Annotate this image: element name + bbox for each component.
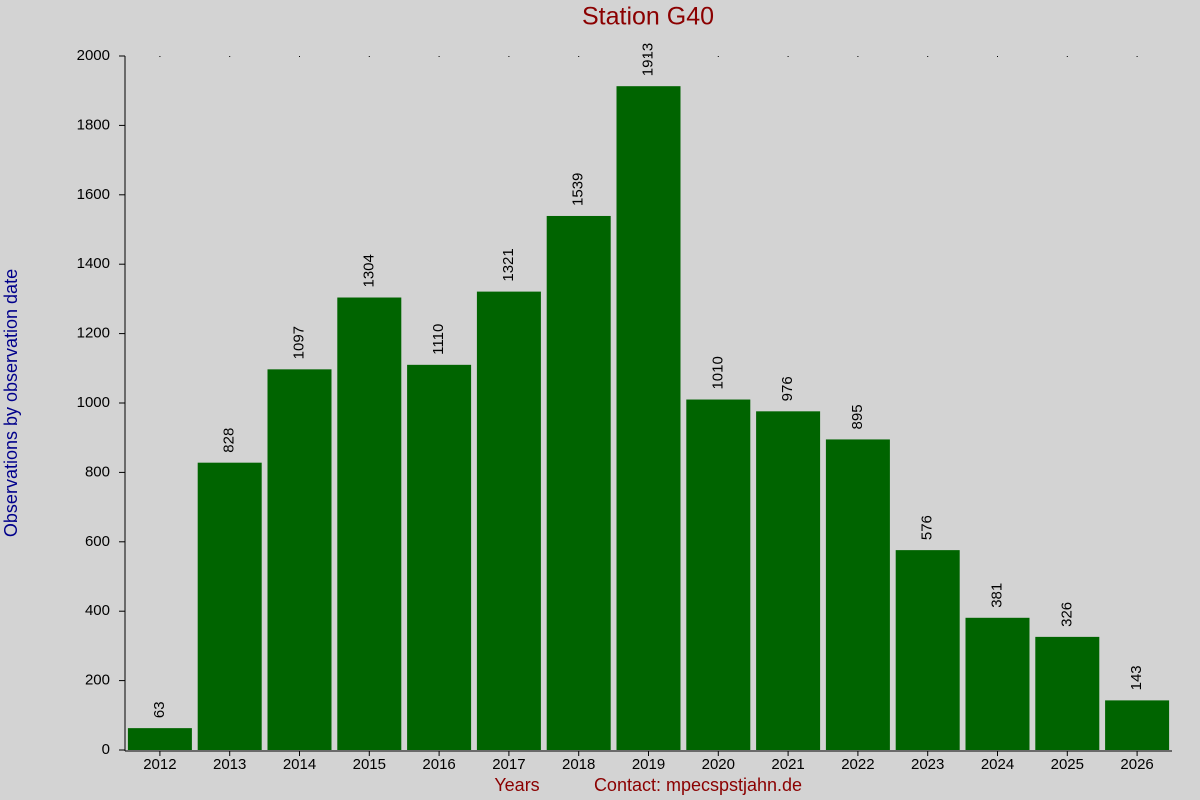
y-tick-label: 800 [85, 463, 110, 480]
y-tick-label: 200 [85, 672, 110, 689]
value-label: 828 [221, 428, 238, 453]
x-tick-label: 2017 [492, 756, 525, 773]
bar [756, 411, 821, 750]
value-label: 381 [988, 583, 1005, 608]
x-axis-label: Years [494, 775, 539, 795]
value-label: 1110 [430, 324, 447, 355]
value-label: 1539 [570, 173, 587, 206]
y-tick-label: 2000 [77, 47, 110, 64]
y-tick-label: 400 [85, 602, 110, 619]
x-tick-label: 2021 [771, 756, 804, 773]
bar [686, 399, 751, 750]
bar [127, 728, 192, 750]
bar [337, 297, 402, 750]
x-tick-label: 2025 [1051, 756, 1084, 773]
value-label: 143 [1128, 665, 1145, 690]
value-label: 895 [849, 404, 866, 429]
bar [825, 439, 890, 750]
x-tick-label: 2019 [632, 756, 665, 773]
x-tick-label: 2020 [702, 756, 735, 773]
y-tick-label: 1800 [77, 116, 110, 133]
y-tick-label: 0 [102, 741, 110, 758]
bar [407, 364, 472, 750]
value-label: 576 [919, 515, 936, 540]
x-tick-label: 2015 [353, 756, 386, 773]
bar [616, 86, 681, 750]
bar [197, 462, 262, 750]
bar [895, 550, 960, 750]
y-tick-label: 1400 [77, 255, 110, 272]
x-tick-label: 2022 [841, 756, 874, 773]
x-tick-label: 2012 [143, 756, 176, 773]
y-axis-label: Observations by observation date [1, 269, 21, 537]
x-tick-label: 2014 [283, 756, 316, 773]
bar [267, 369, 332, 750]
chart-title: Station G40 [582, 3, 714, 31]
x-tick-label: 2023 [911, 756, 944, 773]
y-tick-label: 600 [85, 533, 110, 550]
value-label: 326 [1058, 602, 1075, 627]
x-tick-label: 2018 [562, 756, 595, 773]
contact-note: Contact: mpecspstjahn.de [594, 775, 802, 795]
y-tick-label: 1600 [77, 186, 110, 203]
bar [1105, 700, 1170, 750]
x-tick-label: 2013 [213, 756, 246, 773]
value-label: 1913 [639, 43, 656, 76]
bar [965, 617, 1030, 750]
bar [476, 291, 541, 750]
value-label: 63 [151, 701, 168, 718]
x-tick-label: 2024 [981, 756, 1014, 773]
value-label: 976 [779, 376, 796, 401]
bar [1035, 636, 1100, 750]
bar [546, 215, 611, 751]
y-tick-label: 1000 [77, 394, 110, 411]
value-label: 1304 [360, 254, 377, 287]
y-tick-label: 1200 [77, 325, 110, 342]
value-label: 1097 [290, 326, 307, 359]
value-label: 1010 [709, 356, 726, 389]
x-tick-label: 2026 [1120, 756, 1153, 773]
value-label: 1321 [500, 248, 517, 281]
x-tick-label: 2016 [422, 756, 455, 773]
